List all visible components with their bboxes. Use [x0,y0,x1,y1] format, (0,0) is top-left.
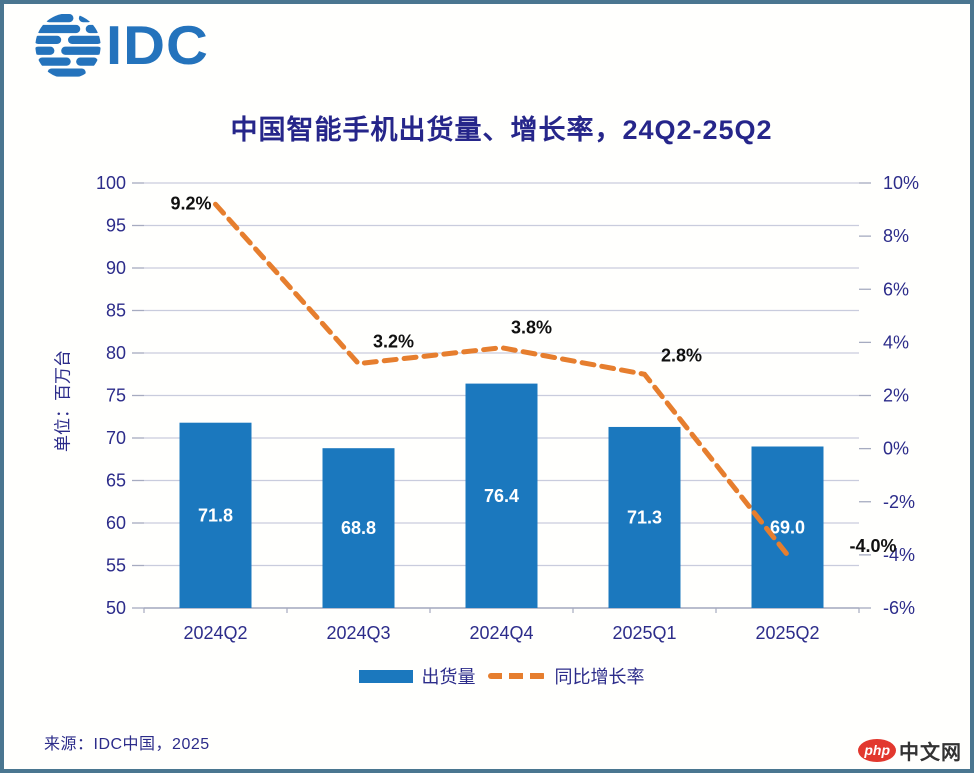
x-axis-category-label: 2025Q1 [612,623,676,643]
right-axis-tick-label: 2% [883,386,909,406]
left-axis-tick-label: 70 [106,428,126,448]
right-axis-tick-label: -6% [883,598,915,618]
bar-2024Q4 [465,383,538,608]
left-axis-tick-label: 50 [106,598,126,618]
legend-label-shipments: 出货量 [421,667,476,687]
bar-2025Q1 [608,426,681,608]
left-axis-tick-label: 75 [106,386,126,406]
left-axis-tick-label: 85 [106,301,126,321]
bar-2025Q2 [751,446,824,608]
bar-2024Q2 [179,422,252,608]
right-axis-tick-label: 10% [883,173,919,193]
line-value-label: 2.8% [661,345,702,365]
left-axis-tick-label: 65 [106,471,126,491]
bar-value-label: 71.3 [627,507,662,527]
x-axis-category-label: 2025Q2 [755,623,819,643]
php-badge-icon: php [858,739,896,762]
left-axis-tick-label: 90 [106,258,126,278]
bar-value-label: 68.8 [341,518,376,538]
growth-rate-line [213,201,790,558]
line-series-swatch [487,673,546,679]
right-axis-tick-label: 0% [883,439,909,459]
right-axis-tick-label: 6% [883,279,909,299]
x-axis-category-label: 2024Q4 [469,623,533,643]
right-axis-tick-label: -2% [883,492,915,512]
line-value-label: 9.2% [170,193,211,213]
left-axis-tick-label: 95 [106,216,126,236]
left-axis-unit-label: 单位：百万台 [53,350,73,452]
line-value-label: -4.0% [850,536,897,556]
chart-title: 中国智能手机出货量、增长率，24Q2-25Q2 [230,115,773,145]
x-axis-category-label: 2024Q3 [326,623,390,643]
x-axis-category-label: 2024Q2 [183,623,247,643]
left-axis-tick-label: 80 [106,343,126,363]
watermark-text: 中文网 [899,742,962,764]
legend-item-growth: 同比增长率 [487,663,645,689]
bar-value-label: 76.4 [484,486,519,506]
left-axis-tick-label: 100 [96,173,126,193]
bar-value-label: 69.0 [770,517,805,537]
right-axis-tick-label: 8% [883,226,909,246]
idc-globe-icon [35,14,101,77]
source-note: 来源：IDC中国，2025 [44,736,210,753]
bar-2024Q3 [322,448,395,608]
line-value-label: 3.2% [373,332,414,352]
bar-series-swatch [358,669,413,683]
line-value-label: 3.8% [511,318,552,338]
php-cn-watermark: php 中文网 [858,736,962,765]
idc-logo-text: IDC [106,14,209,77]
left-axis-tick-label: 60 [106,513,126,533]
bar-value-label: 71.8 [198,505,233,525]
legend-label-growth: 同比增长率 [554,667,645,687]
chart-legend: 出货量 同比增长率 [144,663,859,689]
right-axis-tick-label: -4% [883,545,915,565]
legend-item-shipments: 出货量 [358,663,476,689]
idc-logo: IDC [34,12,209,80]
right-axis-tick-label: 4% [883,332,909,352]
left-axis-tick-label: 55 [106,556,126,576]
